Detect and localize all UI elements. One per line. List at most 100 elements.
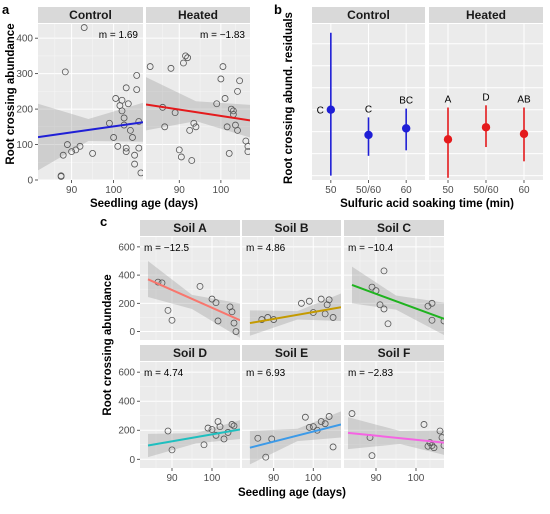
- facet-a-1: Heated 90 100 m = −1.83: [146, 7, 250, 196]
- data-point: [228, 308, 236, 316]
- plot-content: [146, 52, 250, 164]
- x-tick-label: 100: [213, 185, 230, 196]
- data-point: [167, 64, 175, 72]
- plot-area: [344, 362, 444, 468]
- data-point: [254, 434, 262, 442]
- data-point: [305, 423, 313, 431]
- data-point: [376, 301, 384, 309]
- data-point: [129, 134, 136, 141]
- data-point: [220, 435, 228, 443]
- data-point: [161, 123, 169, 131]
- data-point: [428, 299, 436, 307]
- group-letter: A: [445, 94, 452, 105]
- panel-letter-c: c: [100, 214, 107, 229]
- facet-strip: [140, 345, 240, 361]
- x-tick-label: 50/60: [473, 185, 498, 196]
- y-axis-title: Root crossing abund. residuals: [283, 12, 295, 184]
- plot-content: [38, 24, 143, 180]
- facet-title: Soil D: [173, 346, 207, 360]
- data-point: [188, 157, 196, 164]
- data-point: [112, 95, 120, 102]
- plot-content: [347, 410, 444, 460]
- plot-content: [147, 260, 240, 338]
- group-letter: BC: [399, 96, 413, 107]
- data-point: [223, 123, 231, 131]
- data-point: [184, 54, 192, 62]
- data-point: [321, 420, 329, 428]
- plot-content: [249, 411, 341, 465]
- data-point: [380, 267, 388, 275]
- facet-a-0: Control 90 100 0 100 200 300 400 m = 1.69: [16, 7, 143, 196]
- y-tick-label: 100: [16, 140, 33, 151]
- data-point: [230, 319, 238, 327]
- y-tick-label: 600: [118, 242, 135, 253]
- data-point: [126, 126, 134, 134]
- regression-line: [249, 306, 341, 325]
- data-point: [420, 421, 428, 428]
- data-point: [244, 148, 250, 156]
- data-point: [368, 283, 376, 291]
- confidence-band: [148, 420, 240, 458]
- facet-strip: [312, 7, 425, 23]
- data-point: [244, 142, 250, 150]
- plot-area: [242, 362, 341, 468]
- y-axis-title: Root crossing abundance: [5, 23, 17, 164]
- x-tick-label: 100: [408, 473, 425, 484]
- x-tick-label: 90: [370, 473, 382, 484]
- y-tick-label: 200: [118, 299, 135, 310]
- x-tick-label: 60: [401, 185, 413, 196]
- confidence-band: [38, 102, 143, 171]
- data-point: [301, 413, 309, 421]
- confidence-band: [249, 411, 341, 465]
- x-tick-label: 90: [268, 473, 280, 484]
- data-point: [124, 100, 132, 108]
- data-point: [236, 77, 244, 85]
- x-tick-label: 50: [442, 185, 454, 196]
- data-point: [234, 126, 241, 134]
- data-point: [135, 144, 143, 152]
- data-point: [329, 443, 337, 451]
- panel-letter-b: b: [274, 2, 282, 17]
- data-point: [436, 427, 444, 435]
- y-tick-label: 400: [118, 271, 135, 282]
- data-point: [428, 316, 436, 324]
- data-point: [182, 52, 189, 60]
- facet-strip: [140, 220, 240, 236]
- data-point: [325, 296, 333, 304]
- data-point: [131, 151, 139, 159]
- slope-annotation: m = −12.5: [144, 243, 189, 254]
- facet-title: Soil F: [378, 346, 411, 360]
- facet-title: Soil C: [377, 221, 411, 235]
- x-tick-label: 100: [305, 473, 322, 484]
- data-point: [122, 148, 130, 156]
- data-point: [122, 144, 130, 152]
- facet-c-0: Soil A 0 200 400 600 m = −12.5: [118, 220, 240, 340]
- slope-annotation: m = −10.4: [348, 243, 393, 254]
- facet-c-3: Soil D 90 100 0 200 400 600 m = 4.74: [118, 345, 240, 484]
- data-point: [196, 282, 204, 290]
- slope-annotation: m = −1.83: [200, 30, 245, 41]
- data-point: [110, 134, 117, 141]
- x-tick-label: 50: [325, 185, 337, 196]
- data-point: [228, 421, 236, 428]
- facet-title: Heated: [178, 8, 218, 22]
- facet-strip: [146, 7, 250, 23]
- facet-b-0: Control 50 50/60 60 C C BC: [312, 7, 425, 196]
- data-point: [368, 452, 376, 460]
- data-point: [122, 84, 130, 92]
- data-point: [309, 423, 317, 431]
- facet-c-2: Soil C m = −10.4: [344, 220, 444, 340]
- facet-c-5: Soil F 90 100 m = −2.83: [344, 345, 444, 484]
- data-point: [59, 151, 67, 159]
- regression-line: [351, 284, 444, 320]
- mean-point: [326, 105, 336, 114]
- regression-line: [347, 431, 444, 444]
- panel-a: Control 90 100 0 100 200 300 400 m = 1.69 Heated 9…: [5, 7, 250, 210]
- slope-annotation: m = 1.69: [99, 30, 139, 41]
- group-letter: AB: [517, 94, 531, 105]
- data-point: [234, 87, 241, 95]
- data-point: [221, 95, 229, 102]
- x-axis-title: Sulfuric acid soaking time (min): [340, 198, 514, 210]
- regression-line: [147, 278, 240, 322]
